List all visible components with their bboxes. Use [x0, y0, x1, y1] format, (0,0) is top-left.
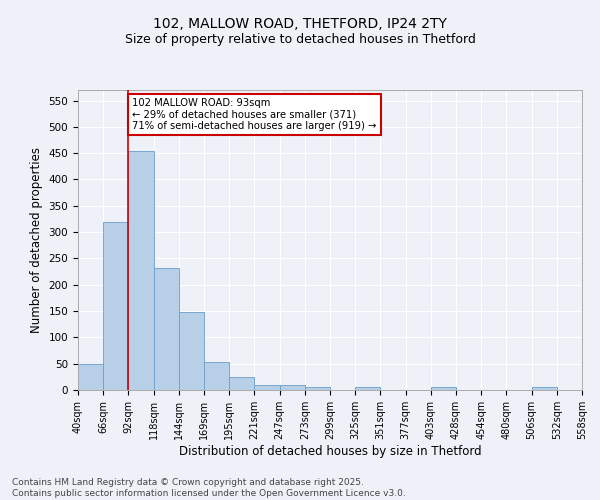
Bar — [229, 377, 254, 390]
Bar — [355, 388, 380, 390]
Bar — [154, 268, 179, 390]
Bar — [431, 388, 456, 390]
Bar — [78, 364, 103, 390]
Bar — [179, 312, 204, 390]
Text: 102 MALLOW ROAD: 93sqm
← 29% of detached houses are smaller (371)
71% of semi-de: 102 MALLOW ROAD: 93sqm ← 29% of detached… — [132, 98, 377, 131]
X-axis label: Distribution of detached houses by size in Thetford: Distribution of detached houses by size … — [179, 444, 481, 458]
Bar — [254, 384, 280, 390]
Y-axis label: Number of detached properties: Number of detached properties — [30, 147, 43, 333]
Bar — [532, 388, 557, 390]
Text: Contains HM Land Registry data © Crown copyright and database right 2025.
Contai: Contains HM Land Registry data © Crown c… — [12, 478, 406, 498]
Text: 102, MALLOW ROAD, THETFORD, IP24 2TY: 102, MALLOW ROAD, THETFORD, IP24 2TY — [153, 18, 447, 32]
Bar — [305, 388, 330, 390]
Text: Size of property relative to detached houses in Thetford: Size of property relative to detached ho… — [125, 32, 475, 46]
Bar — [103, 222, 128, 390]
Bar — [204, 362, 229, 390]
Bar — [280, 384, 305, 390]
Bar — [128, 150, 154, 390]
